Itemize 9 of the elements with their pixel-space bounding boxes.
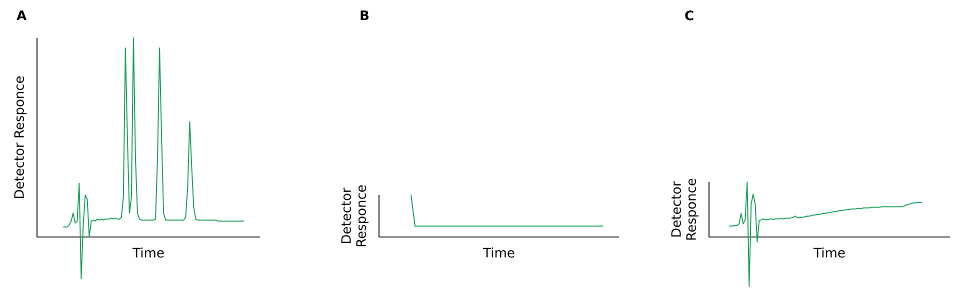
chart-title: B [360, 10, 369, 20]
x-axis-title: Time [814, 248, 845, 258]
x-axis-title: Time [483, 248, 514, 258]
y-axis-title: Detector Responce [341, 185, 368, 246]
chart-title: C [685, 10, 694, 20]
chart-title: A [16, 10, 27, 20]
x-axis-title: Time [132, 248, 164, 258]
y-axis-title: Detector Responce [671, 178, 698, 240]
y-axis-title: Detector Responce [14, 76, 26, 198]
